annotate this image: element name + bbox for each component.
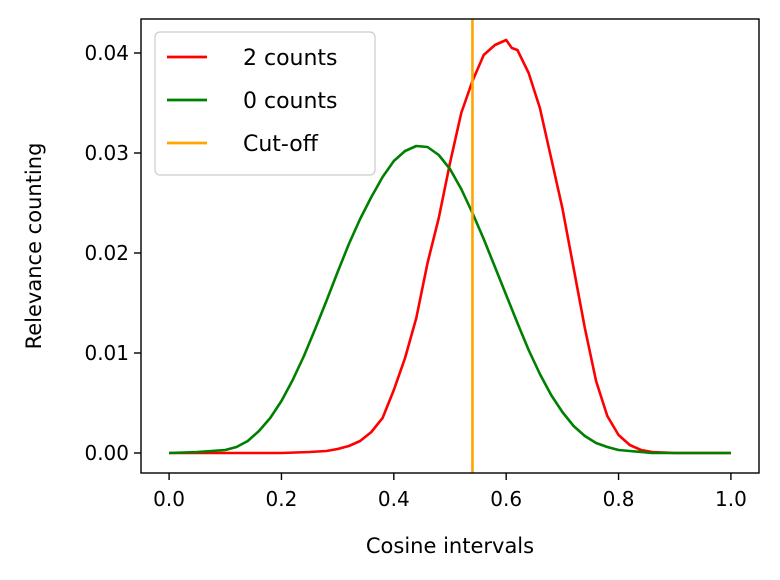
y-axis-ticks: 0.00 0.01 0.02 0.03 0.04	[84, 41, 141, 465]
y-tick-label: 0.04	[84, 41, 129, 65]
y-tick-label: 0.00	[84, 441, 129, 465]
y-axis-label: Relevance counting	[22, 143, 46, 350]
x-tick-label: 0.6	[490, 487, 522, 511]
x-axis-ticks: 0.0 0.2 0.4 0.6 0.8 1.0	[153, 473, 747, 511]
y-tick-label: 0.02	[84, 241, 129, 265]
series-layer	[169, 38, 731, 455]
x-axis-label: Cosine intervals	[366, 534, 534, 558]
x-tick-label: 1.0	[715, 487, 747, 511]
axes-frame	[140, 18, 760, 474]
legend-entry-label: Cut-off	[243, 132, 319, 157]
legend-entry-label: 2 counts	[243, 46, 338, 71]
legend-entry-label: 0 counts	[243, 89, 338, 114]
x-tick-label: 0.8	[603, 487, 635, 511]
x-tick-label: 0.2	[266, 487, 298, 511]
x-tick-label: 0.4	[378, 487, 410, 511]
y-tick-label: 0.01	[84, 341, 129, 365]
y-tick-label: 0.03	[84, 141, 129, 165]
x-tick-label: 0.0	[153, 487, 185, 511]
series-line-1	[169, 38, 731, 455]
series-line-2	[169, 144, 731, 455]
plot-area	[140, 18, 760, 474]
legend-box	[154, 31, 376, 176]
legend: 2 counts 0 counts Cut-off	[154, 31, 376, 176]
